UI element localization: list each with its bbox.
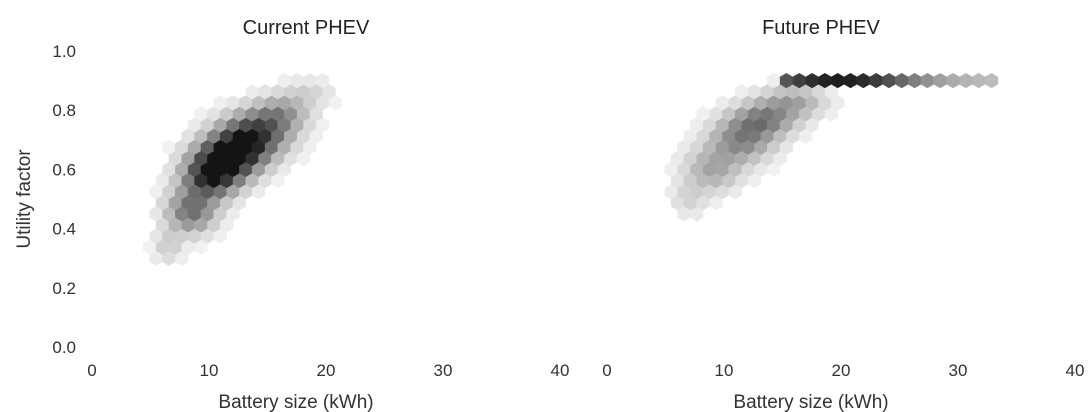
x-tick-label: 30 [949,361,968,380]
hexbin-cell [959,72,973,89]
hexbin-cell [933,72,947,89]
hexbin-cell [895,72,909,89]
x-tick-label: 40 [1066,361,1085,380]
y-tick-label: 0.4 [52,220,76,239]
hexbin-cell [984,72,999,89]
x-tick-label: 0 [87,361,96,380]
hexbin-cell [843,72,858,89]
hexbin-cell [856,72,870,89]
hexbin-cell [882,72,896,89]
panel-title-future: Future PHEV [762,17,880,39]
x-axis-label-current: Battery size (kWh) [218,392,373,412]
hexbin-layer-current [143,72,343,266]
x-tick-label: 40 [551,361,570,380]
hexbin-cell [920,72,934,89]
y-tick-label: 1.0 [52,42,76,61]
x-tick-label: 20 [317,361,336,380]
y-tick-label: 0.6 [52,160,76,179]
x-ticks-future: 0 10 20 30 40 [602,361,1084,380]
y-tick-label: 0.2 [52,279,76,298]
x-tick-label: 20 [832,361,851,380]
y-ticks-current: 0.0 0.2 0.4 0.6 0.8 1.0 [52,42,76,357]
hexbin-cell [946,72,960,89]
panel-title-current: Current PHEV [243,17,370,39]
panel-future-phev: Future PHEV 0 10 20 30 40 Battery size (kWh) [602,17,1084,412]
x-tick-label: 0 [602,361,611,380]
x-ticks-current: 0 10 20 30 40 [87,361,569,380]
hexbin-cell [316,72,330,89]
panel-current-phev: Current PHEV 0 10 20 30 40 0.0 0.2 0.4 0.6 0.8 1.… [14,17,569,412]
y-tick-label: 0.0 [52,338,76,357]
y-axis-label: Utility factor [14,149,35,249]
hexbin-cell [972,72,986,89]
x-tick-label: 10 [715,361,734,380]
x-tick-label: 10 [200,361,219,380]
x-axis-label-future: Battery size (kWh) [733,392,888,412]
hexbin-cell [908,72,922,89]
hexbin-cell [869,72,883,89]
y-tick-label: 0.8 [52,101,76,120]
x-tick-label: 30 [434,361,453,380]
hexbin-layer-future [664,72,999,222]
